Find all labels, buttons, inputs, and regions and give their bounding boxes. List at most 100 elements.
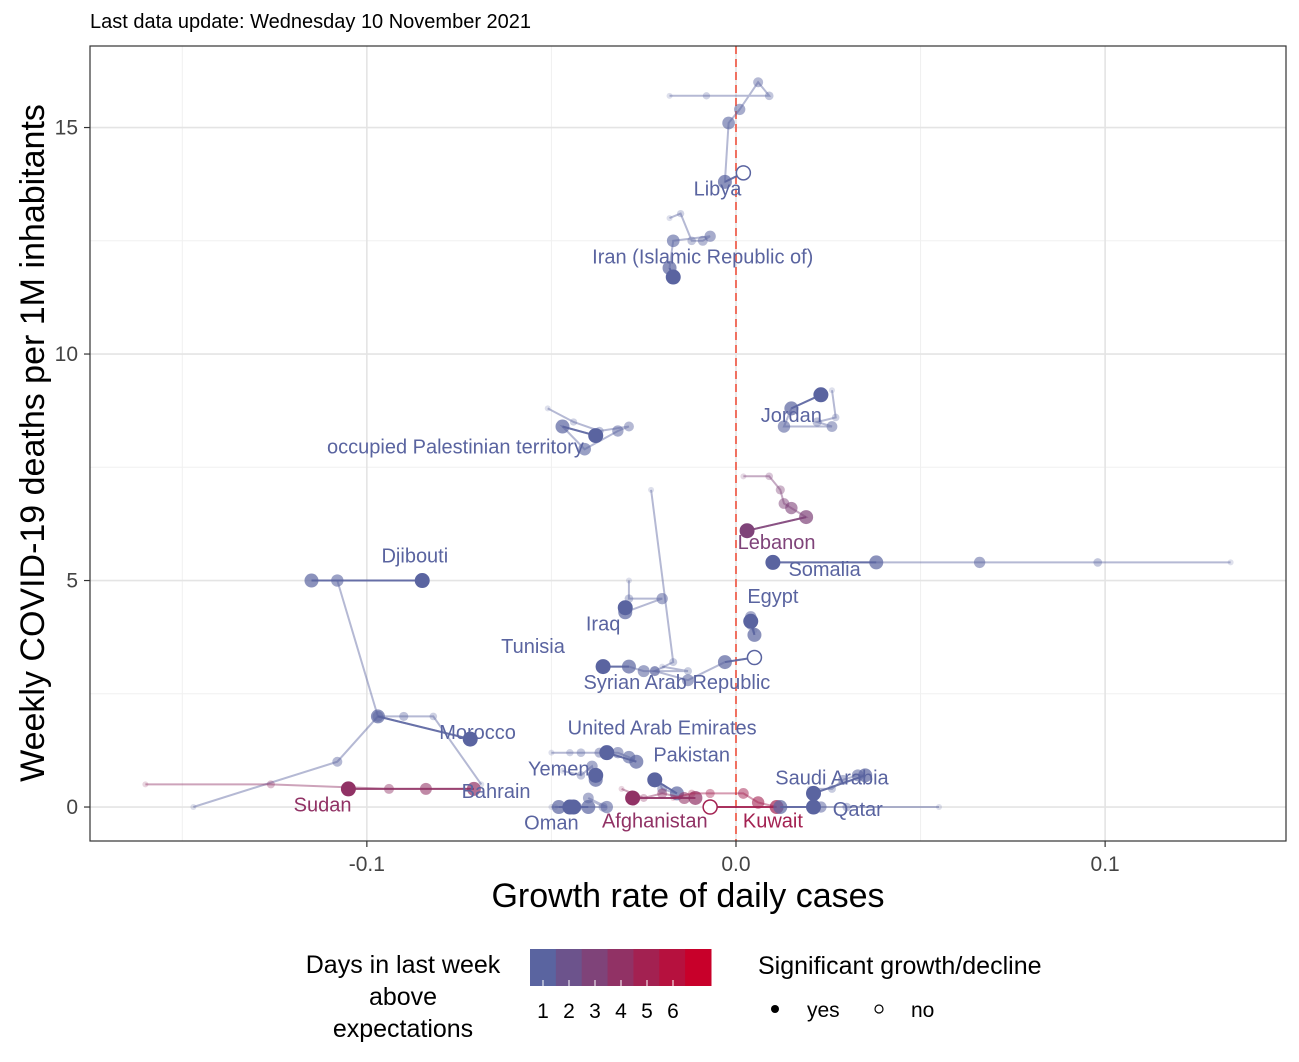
current-point [588, 428, 604, 444]
y-tick-label: 5 [66, 570, 78, 593]
trail-point [784, 401, 799, 416]
trail-point [429, 712, 438, 721]
x-tick-label: 0.1 [1091, 853, 1120, 876]
series-pakistan [647, 772, 684, 801]
trail-point [831, 413, 840, 422]
grid [90, 46, 1286, 841]
trail-point [142, 781, 149, 788]
chart-subtitle: Last data update: Wednesday 10 November … [90, 11, 531, 33]
x-tick-label: -0.1 [349, 853, 385, 876]
series-yemen [559, 760, 604, 787]
current-point [595, 659, 611, 675]
current-point [647, 772, 663, 788]
shape-legend-no-label: no [911, 999, 934, 1022]
trail-point [656, 592, 668, 605]
x-tick-label: 0.0 [721, 853, 750, 876]
series-afghanistan [618, 785, 703, 806]
trail-point [559, 767, 566, 774]
country-label: Jordan [761, 405, 822, 427]
trail-point [657, 783, 668, 794]
trail-point [659, 663, 666, 670]
trail-point [705, 788, 715, 799]
y-axis-title: Weekly COVID-19 deaths per 1M inhabitant… [14, 104, 52, 782]
trail-point [740, 473, 747, 480]
color-legend-swatch [530, 949, 557, 986]
series-layer [142, 77, 1234, 815]
plot-background [90, 46, 1286, 841]
trail-point [657, 788, 668, 799]
trail-point [566, 749, 574, 757]
trail-point [684, 667, 692, 676]
trail-point [551, 800, 566, 815]
color-legend-swatch [633, 949, 660, 986]
series-saudi-arabia [806, 768, 873, 801]
trail-point [1093, 558, 1103, 567]
trail-point [548, 749, 555, 756]
trail-point [773, 800, 788, 815]
country-label: Iran (Islamic Republic of) [592, 246, 813, 268]
series-oman [548, 799, 583, 815]
current-point-open [735, 165, 752, 181]
series-egypt [743, 611, 762, 642]
color-legend-label: 4 [615, 1000, 627, 1023]
trail-point [764, 91, 774, 101]
trail-point [785, 501, 798, 515]
trail-point [858, 768, 873, 783]
trail-point [1227, 559, 1234, 566]
current-point [806, 799, 822, 815]
current-point [599, 745, 615, 761]
trail-last-segment [746, 516, 807, 532]
trail-point [581, 800, 596, 815]
trail-point [682, 674, 694, 687]
trail-point [331, 574, 344, 587]
trail-point [765, 472, 774, 481]
shape-legend-yes-symbol [771, 1005, 779, 1013]
series-sudan [142, 780, 481, 797]
country-label: Bahrain [462, 781, 531, 803]
trail-point [576, 770, 586, 780]
country-label: Lebanon [738, 532, 816, 554]
series-morocco [190, 709, 478, 811]
trail-point [826, 421, 838, 432]
trail-point [190, 804, 197, 811]
current-point [340, 781, 356, 797]
y-tick-label: 0 [66, 796, 78, 819]
trail-point [753, 77, 764, 88]
series-somalia [765, 554, 1234, 570]
country-label: Morocco [439, 722, 516, 744]
trail-point [623, 421, 634, 432]
trail-last-segment [377, 715, 471, 741]
current-point [813, 387, 829, 403]
trail-point [332, 756, 343, 767]
current-point [765, 554, 781, 570]
trail-point [869, 555, 884, 570]
country-label: Yemen [528, 758, 590, 780]
trail-point [612, 425, 624, 437]
country-label: Pakistan [653, 745, 730, 767]
series-jordan [777, 387, 840, 433]
trail-point [717, 174, 732, 189]
color-legend-swatch [607, 949, 634, 986]
series-united-arab-emirates [548, 745, 644, 769]
trail-point [618, 785, 625, 792]
country-label: Kuwait [743, 810, 803, 832]
country-label: Djibouti [381, 545, 448, 567]
color-legend-swatch [685, 949, 712, 986]
legend: Days in last week above expectations 1 2 3 4 5 6… [306, 949, 1042, 1043]
color-legend-title-line: above [369, 983, 437, 1011]
shape-legend-no-symbol [874, 1004, 884, 1014]
color-legend-label: 5 [641, 1000, 653, 1023]
trail-point [639, 793, 648, 802]
trail-point [842, 802, 852, 812]
trail-point [637, 665, 650, 678]
trail-point [569, 418, 578, 426]
trail-point [775, 485, 785, 495]
current-point [625, 790, 641, 806]
trail-point [648, 486, 655, 493]
trail-point [304, 573, 319, 588]
trail-point [676, 209, 685, 218]
trail-point [578, 442, 591, 456]
trail-point [799, 510, 814, 525]
trail-point [687, 789, 696, 798]
trail-point [625, 577, 632, 584]
